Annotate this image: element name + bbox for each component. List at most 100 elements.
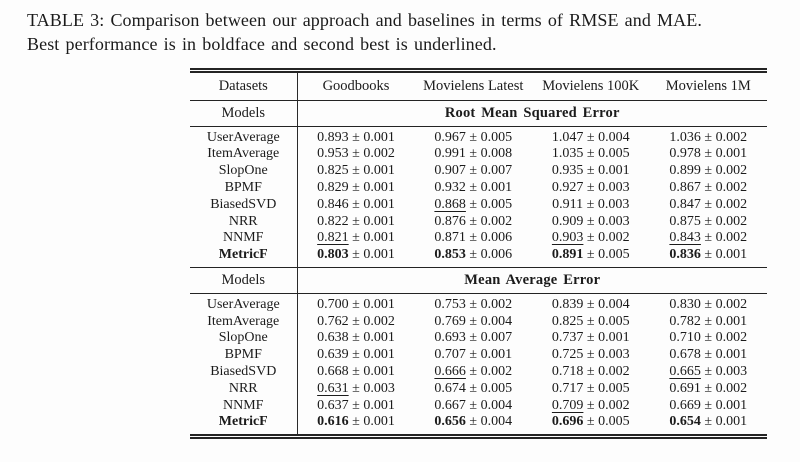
- metric-error: ± 0.003: [583, 196, 630, 212]
- metric-error: ± 0.001: [700, 397, 748, 413]
- metric-value-cell: 0.967 ± 0.005: [415, 126, 533, 146]
- metric-error: ± 0.001: [700, 347, 748, 363]
- metric-error: ± 0.001: [348, 363, 395, 379]
- metric-error: ± 0.001: [348, 397, 395, 413]
- model-name-cell: UserAverage: [190, 293, 298, 314]
- metric-value-cell: 0.639 ± 0.001: [297, 347, 415, 364]
- caption-line-2: Best performance is in boldface and seco…: [27, 33, 497, 54]
- metric-value-cell: 0.737 ± 0.001: [532, 330, 650, 347]
- metric-value-cell: 0.875 ± 0.002: [650, 214, 768, 231]
- metric-mean: 0.710: [669, 330, 701, 346]
- results-table-container: Datasets Goodbooks Movielens Latest Movi…: [190, 68, 768, 440]
- metric-value-cell: 0.709 ± 0.002: [532, 398, 650, 415]
- rmse-section-header-row: Models Root Mean Squared Error: [190, 99, 767, 127]
- table-row: MetricF 0.803 ± 0.001 0.853 ± 0.006 0.891 ±…: [190, 247, 767, 268]
- metric-mean: 0.709: [551, 397, 584, 413]
- model-name-cell: BPMF: [190, 347, 298, 364]
- metric-value-cell: 0.665 ± 0.003: [650, 364, 768, 381]
- metric-mean: 0.907: [434, 163, 466, 179]
- metric-value-cell: 0.821 ± 0.001: [297, 230, 415, 247]
- metric-value-cell: 0.669 ± 0.001: [650, 398, 768, 415]
- metric-value-cell: 0.710 ± 0.002: [650, 330, 768, 347]
- metric-value-cell: 0.769 ± 0.004: [415, 314, 533, 331]
- metric-error: ± 0.006: [465, 230, 513, 246]
- metric-value-cell: 0.753 ± 0.002: [415, 293, 533, 313]
- metric-value-cell: 0.725 ± 0.003: [532, 347, 650, 364]
- metric-error: ± 0.001: [348, 213, 395, 229]
- metric-error: ± 0.002: [700, 163, 748, 179]
- mae-section-body: UserAverage 0.700 ± 0.001 0.753 ± 0.002 0.8…: [190, 293, 768, 437]
- metric-mean: 0.678: [669, 347, 701, 363]
- results-table: Datasets Goodbooks Movielens Latest Movi…: [190, 68, 768, 440]
- metric-value-cell: 0.935 ± 0.001: [532, 163, 650, 180]
- metric-mean: 0.903: [551, 230, 584, 246]
- metric-mean: 0.717: [551, 380, 584, 396]
- metric-error: ± 0.001: [348, 163, 395, 179]
- metric-mean: 0.782: [669, 313, 701, 329]
- table-row: NRR 0.822 ± 0.001 0.876 ± 0.002 0.909 ± 0.0…: [190, 213, 768, 231]
- metric-error: ± 0.001: [348, 196, 395, 212]
- metric-value-cell: 0.693 ± 0.007: [415, 330, 533, 347]
- metric-error: ± 0.003: [583, 213, 630, 229]
- metric-error: ± 0.001: [700, 414, 748, 430]
- metric-mean: 0.911: [552, 196, 584, 212]
- metric-value-cell: 0.631 ± 0.003: [297, 381, 415, 398]
- metric-value-cell: 0.637 ± 0.001: [297, 398, 415, 415]
- metric-mean: 0.876: [434, 213, 466, 229]
- metric-value-cell: 0.830 ± 0.002: [650, 293, 768, 313]
- metric-mean: 0.891: [551, 247, 584, 263]
- metric-error: ± 0.006: [465, 247, 513, 263]
- metric-mean: 0.696: [551, 414, 584, 430]
- metric-error: ± 0.005: [583, 146, 630, 162]
- metric-mean: 0.737: [551, 330, 584, 346]
- metric-mean: 0.753: [434, 296, 466, 312]
- metric-value-cell: 0.909 ± 0.003: [532, 214, 650, 231]
- metric-value-cell: 0.668 ± 0.001: [297, 364, 415, 381]
- metric-mean: 0.868: [434, 196, 466, 212]
- metric-error: ± 0.001: [583, 330, 630, 346]
- table-row: BPMF 0.639 ± 0.001 0.707 ± 0.001 0.725 ± 0.…: [190, 347, 767, 364]
- metric-value-cell: 0.891 ± 0.005: [532, 247, 650, 267]
- metric-mean: 0.825: [551, 313, 584, 329]
- metric-mean: 0.899: [669, 163, 701, 179]
- metric-error: ± 0.003: [583, 347, 630, 363]
- metric-error: ± 0.002: [348, 313, 395, 329]
- metric-value-cell: 0.932 ± 0.001: [415, 180, 533, 197]
- metric-value-cell: 0.616 ± 0.001: [297, 414, 415, 436]
- model-name-cell: NRR: [190, 213, 298, 231]
- table-row: UserAverage 0.700 ± 0.001 0.753 ± 0.002 0.8…: [190, 293, 768, 314]
- metric-value-cell: 0.717 ± 0.005: [532, 381, 650, 398]
- metric-error: ± 0.004: [465, 414, 513, 430]
- metric-mean: 0.666: [434, 363, 466, 379]
- metric-mean: 0.718: [551, 363, 584, 379]
- metric-value-cell: 0.843 ± 0.002: [650, 230, 768, 247]
- metric-error: ± 0.007: [465, 330, 513, 346]
- metric-error: ± 0.002: [700, 380, 748, 396]
- metric-error: ± 0.001: [700, 146, 748, 162]
- table-row: ItemAverage 0.953 ± 0.002 0.991 ± 0.008 1.0…: [190, 146, 767, 164]
- metric-error: ± 0.007: [465, 163, 513, 179]
- metric-mean: 0.830: [669, 296, 701, 312]
- metric-value-cell: 0.667 ± 0.004: [415, 398, 533, 415]
- metric-mean: 0.927: [551, 179, 584, 195]
- metric-value-cell: 0.893 ± 0.001: [297, 126, 415, 146]
- metric-error: ± 0.001: [348, 296, 395, 312]
- metric-mean: 0.843: [669, 230, 701, 246]
- table-row: NNMF 0.637 ± 0.001 0.667 ± 0.004 0.709 ± 0.…: [190, 397, 768, 415]
- metric-mean: 0.847: [669, 196, 701, 212]
- metric-error: ± 0.001: [348, 179, 395, 195]
- metric-value-cell: 0.876 ± 0.002: [415, 214, 533, 231]
- table-row: MetricF 0.616 ± 0.001 0.656 ± 0.004 0.696 ±…: [190, 414, 767, 437]
- metric-mean: 0.893: [317, 129, 349, 145]
- metric-value-cell: 0.696 ± 0.005: [532, 414, 650, 436]
- models-header-cell: Models: [190, 266, 298, 294]
- metric-mean: 0.967: [434, 129, 466, 145]
- model-name-cell: ItemAverage: [190, 313, 298, 331]
- metric-value-cell: 0.953 ± 0.002: [297, 146, 415, 163]
- metric-value-cell: 0.638 ± 0.001: [297, 330, 415, 347]
- metric-value-cell: 0.825 ± 0.005: [532, 314, 650, 331]
- metric-error: ± 0.002: [583, 230, 630, 246]
- metric-error: ± 0.002: [700, 230, 748, 246]
- metric-error: ± 0.001: [348, 347, 395, 363]
- metric-value-cell: 0.899 ± 0.002: [650, 163, 768, 180]
